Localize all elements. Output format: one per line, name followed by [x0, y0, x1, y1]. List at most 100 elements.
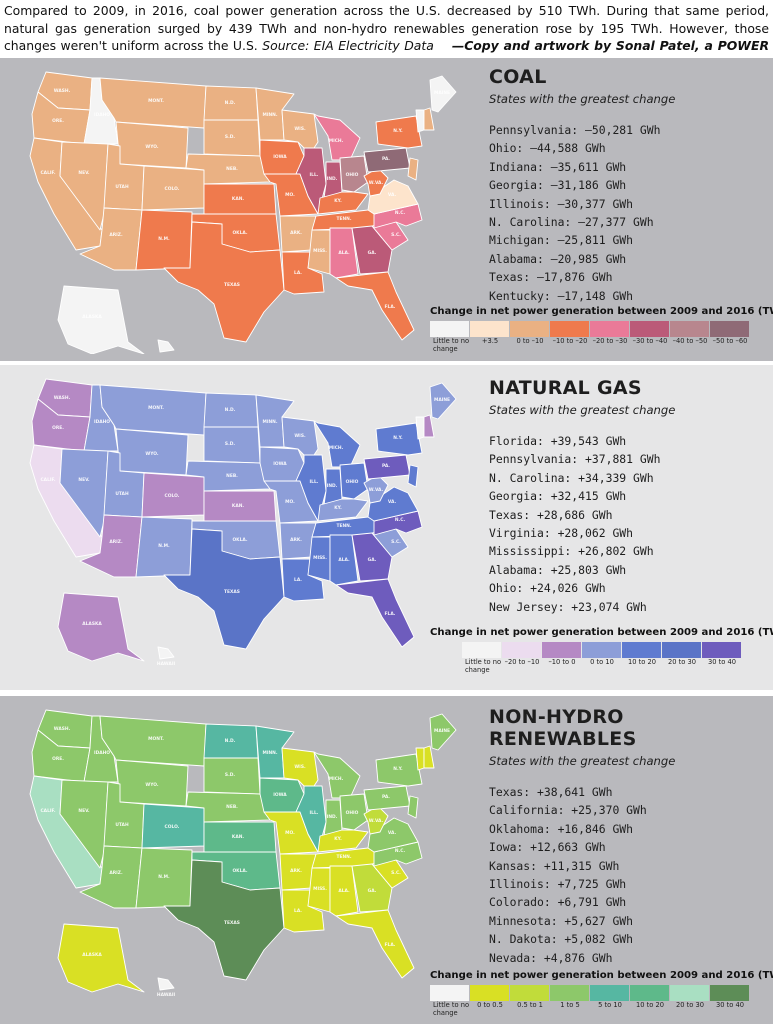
state-label: ARIZ. [109, 232, 123, 238]
legend-label: 0 to 0.5 [477, 1001, 503, 1009]
legend-label: Little to no change [433, 1001, 470, 1017]
state-label: TEXAS [224, 589, 240, 595]
ranking-row: Virginia: +28,062 GWh [489, 525, 634, 540]
state-label: WIS. [294, 126, 306, 132]
state-label: HAWAII [157, 992, 176, 998]
natural-gas-panel: WASH. ORE. CALIF. IDAHO NEV. MONT. WYO. UTAH ARI… [0, 365, 773, 690]
legend-label: +3.5 [481, 337, 499, 345]
state-label: NEV. [78, 170, 90, 176]
legend-labels: Little to no change +3.5 0 to –10 –10 to –2… [430, 337, 773, 353]
legend-title: Change in net power generation between 2… [430, 627, 773, 638]
ranking-row: Ohio: +24,026 GWh [489, 581, 606, 596]
state-label: MAINE [434, 397, 450, 403]
state-label: WASH. [54, 726, 71, 732]
state-label: IND. [327, 176, 338, 182]
state-hi [157, 339, 175, 353]
coal-legend: Change in net power generation between 2… [430, 306, 773, 353]
state-va [367, 179, 419, 215]
state-label: KY. [334, 198, 342, 204]
legend-label: –40 to –50 [672, 337, 708, 345]
legend-swatch [702, 642, 741, 658]
state-label: OKLA. [232, 537, 247, 543]
state-tx [163, 859, 285, 981]
state-label: ALASKA [82, 621, 102, 627]
legend-label: 1 to 5 [560, 1001, 580, 1009]
state-label: MONT. [148, 405, 164, 411]
renewables-title: NON-HYDRO RENEWABLES [489, 706, 637, 750]
renewables-legend: Change in net power generation between 2… [430, 970, 773, 1017]
state-label: ARK. [290, 230, 302, 236]
state-label: IDAHO [94, 750, 110, 756]
state-nv [59, 779, 109, 869]
legend-labels: Little to no change –20 to –10 –10 to 0 0 t… [462, 658, 773, 674]
legend-title: Change in net power generation between 2… [430, 970, 773, 981]
state-label: WYO. [145, 144, 159, 150]
coal-ranking: COAL States with the greatest change Pen… [489, 66, 675, 305]
renewables-panel: WASH. ORE. CALIF. IDAHO NEV. MONT. WYO. UTAH ARI… [0, 696, 773, 1024]
legend-label: –30 to –40 [632, 337, 668, 345]
state-label: MINN. [262, 112, 277, 118]
ranking-row: Indiana: –35,611 GWh [489, 159, 627, 174]
state-label: OHIO [346, 810, 359, 816]
state-label: ALASKA [82, 314, 102, 320]
state-tx [163, 221, 285, 343]
state-label: WYO. [145, 782, 159, 788]
state-ak [57, 592, 145, 662]
state-label: MONT. [148, 98, 164, 104]
state-label: ORE. [52, 118, 64, 124]
ranking-row: Kentucky: –17,148 GWh [489, 288, 634, 303]
legend-swatches [430, 321, 773, 337]
state-label: TENN. [336, 523, 351, 529]
legend-swatch [510, 985, 549, 1001]
state-ky [317, 829, 369, 853]
legend-label: Little to no change [465, 658, 502, 674]
legend-swatch [630, 985, 669, 1001]
state-label: HAWAII [157, 661, 176, 667]
state-label: VA. [388, 499, 397, 505]
state-label: TENN. [336, 216, 351, 222]
ranking-row: Florida: +39,543 GWh [489, 434, 627, 448]
state-label: FLA. [385, 942, 396, 948]
ranking-row: Mississippi: +26,802 GWh [489, 544, 654, 559]
state-nv [59, 448, 109, 538]
state-label: MO. [285, 830, 295, 836]
legend-label: 20 to 30 [676, 1001, 704, 1009]
state-label: MAINE [434, 90, 450, 96]
state-label: WYO. [145, 451, 159, 457]
state-label: GA. [368, 888, 377, 894]
intro-paragraph: Compared to 2009, in 2016, coal power ge… [4, 2, 769, 71]
legend-swatch [582, 642, 621, 658]
state-label: IOWA [273, 154, 287, 160]
state-label: UTAH [115, 184, 129, 190]
ranking-row: Georgia: +32,415 GWh [489, 489, 627, 504]
ranking-row: Illinois: –30,377 GWh [489, 196, 634, 211]
legend-swatch [630, 321, 669, 337]
gas-ranking: NATURAL GAS States with the greatest cha… [489, 377, 675, 616]
ranking-row: Iowa: +12,663 GWh [489, 840, 606, 855]
state-il [295, 147, 327, 215]
state-label: MINN. [262, 419, 277, 425]
legend-title: Change in net power generation between 2… [430, 306, 773, 317]
state-label: LA. [294, 908, 302, 914]
legend-swatch [670, 985, 709, 1001]
state-label: CALIF. [40, 170, 55, 176]
ranking-row: Texas: +38,641 GWh [489, 785, 613, 799]
state-nh [423, 414, 435, 438]
ranking-row: Nevada: +4,876 GWh [489, 950, 613, 965]
state-label: ALA. [338, 557, 350, 563]
legend-swatch [550, 321, 589, 337]
state-ms [307, 536, 331, 582]
legend-label: –50 to –60 [712, 337, 748, 345]
coal-panel: WASH. ORE. CALIF. IDAHO NEV. MONT. WYO. UTAH ARI… [0, 58, 773, 361]
state-label: KAN. [232, 834, 244, 840]
ranking-row: Pennsylvania: +37,881 GWh [489, 452, 661, 467]
legend-label: Little to no change [433, 337, 470, 353]
state-label: N.D. [225, 407, 236, 413]
legend-swatch [710, 985, 749, 1001]
state-nj [407, 157, 419, 181]
state-label: S.C. [391, 870, 401, 876]
state-label: WASH. [54, 395, 71, 401]
coal-us-map: WASH. ORE. CALIF. IDAHO NEV. MONT. WYO. UTAH ARI… [29, 71, 457, 354]
state-ny [375, 422, 423, 456]
state-label: ILL. [310, 479, 319, 485]
